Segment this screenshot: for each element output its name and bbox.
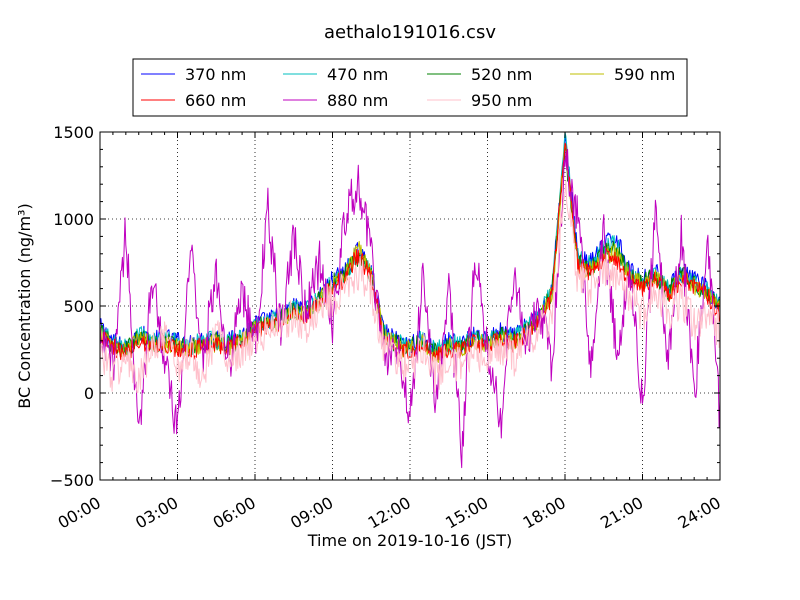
chart-title: aethalo191016.csv [324, 22, 496, 43]
axis-ticks [99, 131, 721, 481]
y-tick-label: 1000 [53, 210, 94, 229]
x-tick-labels: 00:00 03:00 06:00 09:00 12:00 15:00 18:00 21:00… [55, 493, 724, 533]
x-tick-label: 03:00 [132, 493, 181, 533]
x-tick-label: 12:00 [365, 493, 414, 533]
legend-label: 660 nm [185, 91, 246, 110]
legend: 370 nm 470 nm 520 nm 590 nm 660 nm 880 nm 950 … [132, 58, 688, 117]
legend-label: 520 nm [471, 65, 532, 84]
x-tick-label: 21:00 [597, 493, 646, 533]
y-axis-label: BC Concentration (ng/m³) [15, 203, 34, 408]
grid [100, 132, 720, 480]
legend-label: 950 nm [471, 91, 532, 110]
y-tick-label: −500 [50, 471, 94, 490]
x-tick-label: 09:00 [287, 493, 336, 533]
y-tick-label: 0 [84, 384, 94, 403]
plot-series [99, 131, 721, 469]
series-line-470-nm [99, 131, 721, 357]
legend-label: 470 nm [327, 65, 388, 84]
legend-label: 880 nm [327, 91, 388, 110]
x-tick-label: 24:00 [675, 493, 724, 533]
x-axis-label: Time on 2019-10-16 (JST) [307, 531, 512, 550]
legend-label: 370 nm [185, 65, 246, 84]
y-tick-label: 1500 [53, 123, 94, 142]
y-tick-labels: 1500 1000 500 0 −500 [50, 123, 94, 490]
series-line-660-nm [99, 142, 721, 362]
x-tick-label: 15:00 [442, 493, 491, 533]
y-tick-label: 500 [63, 297, 94, 316]
series-line-950-nm [99, 180, 721, 394]
x-tick-label: 06:00 [210, 493, 259, 533]
legend-label: 590 nm [614, 65, 675, 84]
legend-box [132, 58, 688, 117]
x-tick-label: 00:00 [55, 493, 104, 533]
x-tick-label: 18:00 [520, 493, 569, 533]
